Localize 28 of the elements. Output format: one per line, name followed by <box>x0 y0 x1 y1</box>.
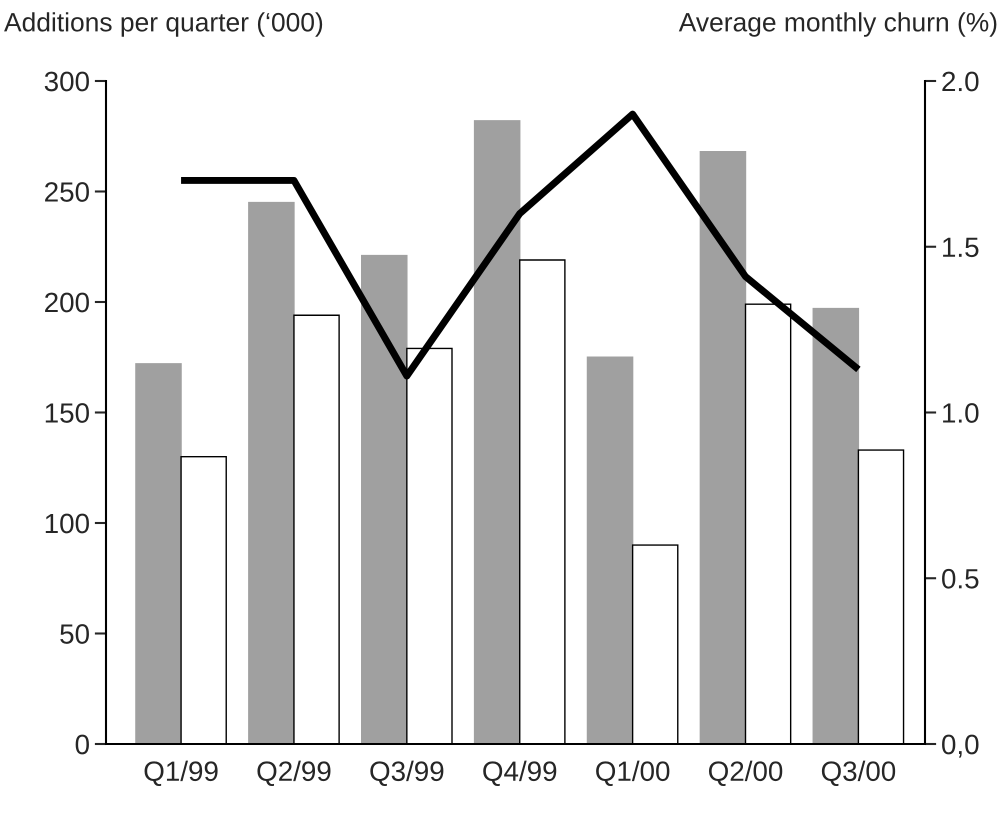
x-tick-label: Q2/99 <box>257 760 330 786</box>
y-tick-label: 0 <box>76 734 89 754</box>
y-tick-label: 50 <box>60 624 89 644</box>
bar <box>812 308 860 744</box>
y2-tick-label: 0.5 <box>942 568 978 589</box>
bar <box>135 363 182 744</box>
x-tick-label: Q1/99 <box>144 760 218 786</box>
bar <box>474 120 520 744</box>
bar <box>700 151 746 744</box>
bar <box>248 202 295 744</box>
x-tick-label: Q3/00 <box>822 760 896 786</box>
y-tick-label: 100 <box>46 514 89 534</box>
y-axis-title: Additions per quarter (‘000) <box>4 12 322 37</box>
y-tick-label: 250 <box>45 182 89 202</box>
y2-tick-label: 2.0 <box>942 72 978 92</box>
y2-axis-title: Average monthly churn (%) <box>678 12 996 37</box>
y2-tick-label: 1.0 <box>943 403 978 423</box>
y2-tick-label: 1.5 <box>943 238 978 258</box>
y-tick-label: 150 <box>46 403 89 423</box>
x-tick-label: Q2/00 <box>708 760 782 786</box>
x-tick-label: Q3/99 <box>370 760 444 786</box>
bar <box>586 356 634 744</box>
y-tick-label: 200 <box>45 292 89 312</box>
y-tick-label: 300 <box>44 72 89 92</box>
bar <box>360 254 408 744</box>
x-tick-label: Q4/99 <box>483 760 556 786</box>
x-tick-label: Q1/00 <box>596 760 670 786</box>
y2-tick-label: 0,0 <box>942 734 978 758</box>
